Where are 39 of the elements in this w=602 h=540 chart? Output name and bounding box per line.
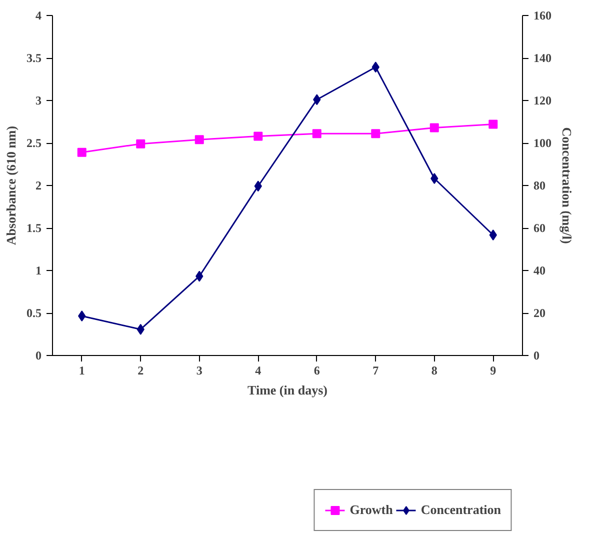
y2-tick-label: 60 [534,221,546,235]
y-tick-label: 2.5 [26,136,42,150]
point [312,129,322,138]
y-tick-label: 3.5 [26,51,42,65]
point [194,135,204,144]
y2-tick-label: 140 [534,51,552,65]
y2-tick-label: 20 [534,306,546,320]
point [488,120,498,129]
y2-axis-title: Concentration (mg/l) [560,127,574,244]
x-tick-label: 3 [196,364,202,378]
x-tick-label: 9 [490,364,496,378]
point [136,139,146,148]
y-tick-label: 3 [36,94,42,108]
y-tick-label: 1.5 [26,221,42,235]
y2-tick-label: 120 [534,94,552,108]
point [77,148,86,157]
legend-label: Concentration [420,502,501,518]
point [430,123,439,132]
y-axis-title: Absorbance (610 nm) [4,126,18,246]
y2-tick-label: 40 [534,264,546,278]
x-tick-label: 1 [78,364,85,378]
y2-tick-label: 160 [534,8,552,22]
y-tick-label: 2 [36,178,42,192]
y2-tick-label: 80 [534,178,546,192]
point [371,129,380,138]
y-tick-label: 4 [36,8,42,22]
y2-tick-label: 0 [534,348,540,362]
x-tick-label: 4 [255,364,262,378]
x-axis-title: Time (in days) [248,382,328,398]
x-tick-label: 8 [431,364,438,378]
y-tick-label: 0 [36,348,42,362]
point [254,132,263,141]
x-tick-label: 6 [314,364,320,378]
x-tick-label: 2 [138,364,144,378]
y2-tick-label: 100 [534,136,552,150]
x-tick-label: 7 [372,364,379,378]
y-tick-label: 0.5 [26,306,42,320]
legend-label: Growth [350,502,393,518]
y-tick-label: 1 [36,264,42,278]
